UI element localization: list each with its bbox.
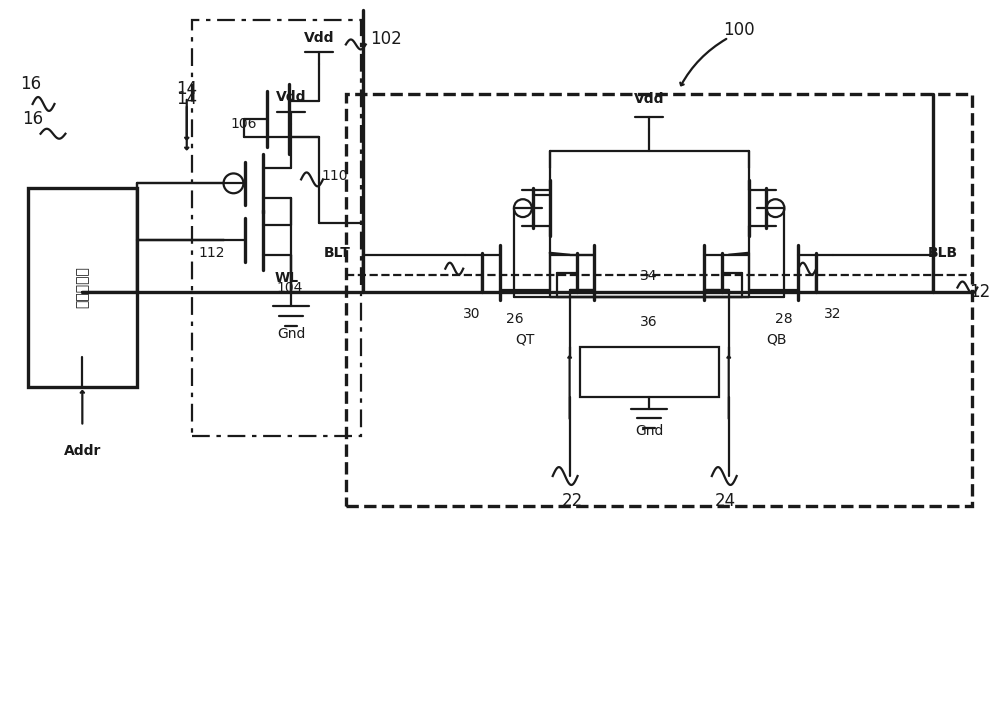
- Text: 106: 106: [230, 117, 257, 131]
- Text: 12: 12: [969, 284, 990, 301]
- Bar: [28, 188, 137, 387]
- Text: 110: 110: [322, 170, 348, 183]
- Bar: [192, 20, 361, 436]
- Text: 26: 26: [506, 312, 524, 326]
- Text: Vdd: Vdd: [304, 30, 334, 45]
- Text: 112: 112: [198, 246, 225, 259]
- Text: 34: 34: [640, 269, 658, 283]
- Text: QB: QB: [766, 332, 787, 346]
- Text: 24: 24: [715, 492, 736, 510]
- Text: 14: 14: [176, 90, 197, 108]
- Text: 32: 32: [824, 308, 842, 321]
- Text: 16: 16: [20, 75, 41, 93]
- Text: Gnd: Gnd: [277, 327, 305, 341]
- Text: 100: 100: [723, 21, 754, 39]
- Text: 28: 28: [775, 312, 792, 326]
- Text: BLT: BLT: [324, 246, 351, 259]
- Text: 14: 14: [176, 80, 197, 98]
- Bar: [580, 347, 719, 397]
- Text: 30: 30: [463, 308, 481, 321]
- Text: 104: 104: [276, 281, 302, 295]
- Text: Gnd: Gnd: [635, 424, 663, 438]
- Text: 102: 102: [370, 30, 402, 49]
- Text: Addr: Addr: [64, 444, 101, 458]
- Text: Vdd: Vdd: [634, 92, 664, 106]
- Text: QT: QT: [515, 332, 535, 346]
- Text: BLB: BLB: [928, 246, 958, 259]
- Text: 16: 16: [22, 110, 43, 128]
- Text: Vdd: Vdd: [276, 90, 306, 104]
- Text: 36: 36: [640, 315, 658, 329]
- Text: 地址解碼器: 地址解碼器: [75, 267, 89, 308]
- Text: WL: WL: [274, 271, 298, 285]
- Bar: [346, 94, 972, 506]
- Text: 22: 22: [562, 492, 583, 510]
